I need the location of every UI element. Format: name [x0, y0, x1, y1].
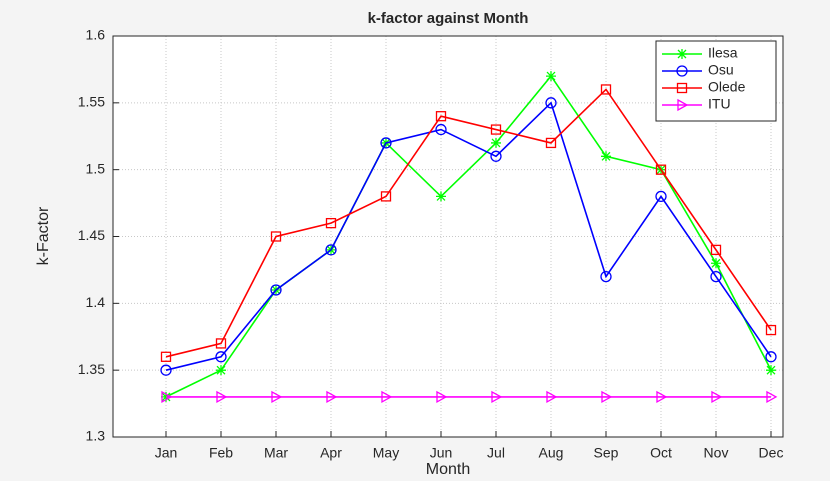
marker — [490, 150, 502, 162]
series-line — [165, 101, 772, 371]
marker — [271, 390, 283, 404]
marker — [765, 351, 777, 363]
legend-label: Olede — [708, 79, 746, 95]
y-tick-label: 1.5 — [86, 160, 106, 176]
marker — [655, 164, 667, 175]
marker — [215, 351, 227, 363]
axes-box — [112, 35, 784, 438]
y-tick-label: 1.3 — [86, 428, 106, 444]
y-tick-label: 1.4 — [86, 294, 106, 310]
marker — [545, 137, 557, 149]
marker — [601, 390, 613, 404]
x-tick-label: Aug — [539, 445, 564, 461]
marker — [381, 390, 393, 404]
legend-label: Ilesa — [708, 45, 738, 61]
marker — [711, 258, 721, 269]
legend-label: ITU — [708, 96, 731, 112]
marker — [215, 338, 227, 349]
marker — [270, 284, 282, 296]
marker — [270, 231, 282, 242]
y-tick-label: 1.35 — [78, 361, 105, 377]
marker — [435, 111, 447, 122]
marker — [490, 124, 502, 135]
marker — [435, 123, 447, 136]
chart-title: k-factor against Month — [368, 10, 529, 27]
marker — [436, 390, 448, 404]
x-tick-label: Jan — [155, 445, 178, 461]
marker — [676, 82, 688, 94]
marker — [325, 244, 337, 256]
marker — [216, 390, 228, 404]
marker — [160, 364, 172, 376]
marker — [710, 244, 722, 256]
marker — [601, 151, 611, 162]
marker — [677, 98, 689, 112]
marker — [160, 351, 172, 362]
series-line — [165, 74, 772, 398]
marker — [765, 324, 777, 336]
marker — [325, 217, 337, 229]
y-tick-label: 1.45 — [78, 227, 105, 243]
marker — [491, 390, 503, 404]
marker — [161, 390, 173, 404]
marker — [491, 137, 501, 148]
marker — [600, 84, 612, 95]
marker — [766, 365, 776, 376]
y-axis-label: k-Factor — [35, 206, 52, 265]
marker — [655, 190, 667, 203]
y-tick-label: 1.55 — [78, 94, 105, 110]
legend-label: Osu — [708, 62, 734, 78]
marker — [710, 270, 722, 283]
x-tick-label: Oct — [650, 445, 672, 461]
marker — [380, 191, 392, 202]
x-tick-label: Dec — [759, 445, 784, 461]
marker — [380, 137, 392, 149]
x-tick-label: Feb — [209, 445, 233, 461]
marker — [545, 97, 557, 109]
marker — [546, 390, 558, 404]
marker — [676, 65, 688, 77]
marker — [216, 365, 226, 376]
marker — [600, 270, 612, 283]
x-tick-label: Apr — [320, 445, 342, 461]
x-tick-label: May — [373, 445, 399, 461]
marker — [546, 71, 556, 82]
x-axis-label: Month — [426, 461, 470, 478]
x-tick-label: Mar — [264, 445, 288, 461]
x-tick-label: Jul — [487, 445, 505, 461]
marker — [656, 390, 668, 404]
marker — [326, 390, 338, 404]
x-tick-label: Jun — [430, 445, 453, 461]
series-line — [165, 88, 772, 358]
x-tick-label: Sep — [594, 445, 619, 461]
marker — [677, 49, 687, 59]
marker — [436, 191, 446, 202]
x-tick-label: Nov — [704, 445, 729, 461]
marker — [711, 390, 723, 404]
y-tick-label: 1.6 — [86, 27, 106, 43]
marker — [766, 390, 778, 404]
